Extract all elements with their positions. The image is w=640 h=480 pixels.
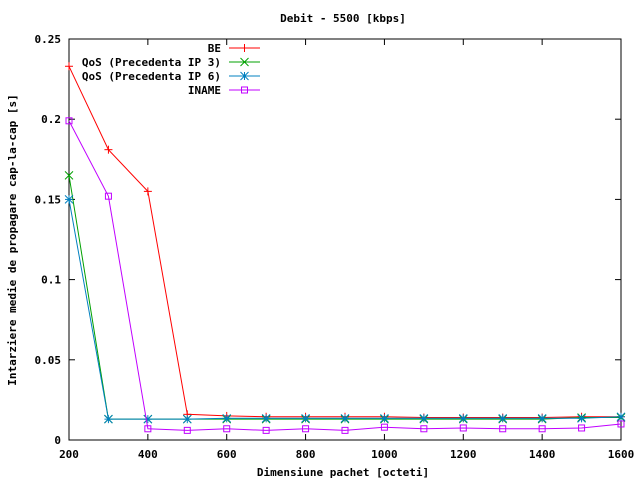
data-point-cross — [64, 170, 74, 180]
legend-label: BE — [208, 42, 221, 55]
series-0 — [65, 62, 625, 422]
y-tick-label: 0.15 — [35, 193, 62, 206]
y-tick-label: 0.1 — [41, 274, 61, 287]
data-point-cross — [240, 57, 249, 67]
data-point-star — [616, 412, 626, 422]
data-point-square — [183, 426, 191, 434]
legend-item: QoS (Precedenta IP 3) — [82, 56, 260, 69]
x-tick-label: 1400 — [529, 448, 556, 461]
legend-label: QoS (Precedenta IP 3) — [82, 56, 221, 69]
data-point-square — [341, 426, 349, 434]
data-point-plus — [65, 62, 73, 71]
series-line — [68, 120, 622, 431]
data-point-plus — [240, 44, 249, 52]
plot-frame — [68, 38, 622, 441]
series-3 — [65, 117, 625, 434]
series-1 — [64, 170, 626, 424]
y-tick-label: 0.2 — [41, 113, 61, 126]
data-point-square — [262, 426, 270, 434]
data-point-square — [65, 117, 73, 125]
data-point-star — [380, 413, 389, 423]
x-axis-label: Dimensiune pachet [octeti] — [257, 466, 429, 479]
data-point-square — [144, 425, 152, 433]
series-2 — [64, 195, 626, 424]
legend-label: INAME — [188, 84, 221, 97]
data-point-plus — [143, 187, 152, 196]
data-point-square — [578, 424, 586, 432]
data-point-plus — [104, 145, 113, 154]
data-point-star — [537, 413, 547, 423]
data-point-square — [104, 192, 112, 200]
data-point-square — [538, 425, 546, 433]
data-point-star — [498, 413, 508, 423]
data-point-star — [458, 413, 468, 423]
legend-item: BE — [208, 42, 260, 55]
legend-item: QoS (Precedenta IP 6) — [82, 70, 260, 83]
legend-label: QoS (Precedenta IP 6) — [82, 70, 221, 83]
data-point-square — [302, 425, 310, 433]
data-point-star — [419, 413, 429, 423]
x-tick-label: 200 — [59, 448, 79, 461]
data-point-star — [340, 413, 350, 423]
data-point-star — [64, 195, 74, 204]
y-axis: 0 0.05 0.1 0.15 0.2 0.25 — [35, 33, 621, 447]
data-point-star — [104, 414, 113, 424]
data-point-star — [240, 71, 249, 81]
y-tick-label: 0.05 — [35, 354, 62, 367]
chart-title: Debit - 5500 [kbps] — [280, 12, 406, 25]
series-line — [68, 66, 621, 418]
data-point-square — [617, 420, 625, 428]
x-axis: 200 400 600 800 1000 1200 1400 1600 — [59, 39, 634, 461]
data-point-star — [222, 413, 232, 423]
data-point-star — [143, 414, 153, 424]
data-point-star — [301, 413, 310, 423]
data-point-square — [241, 86, 248, 94]
y-axis-label: Intarziere medie de propagare cap-la-cap… — [6, 94, 19, 385]
data-point-square — [499, 425, 507, 433]
y-tick-label: 0.25 — [35, 33, 62, 46]
x-tick-label: 1600 — [608, 448, 635, 461]
data-point-square — [380, 423, 388, 431]
x-tick-label: 400 — [138, 448, 158, 461]
series-layer — [64, 62, 626, 434]
data-point-star — [182, 414, 192, 424]
y-tick-label: 0 — [54, 434, 61, 447]
x-tick-label: 1000 — [371, 448, 398, 461]
x-tick-label: 1200 — [450, 448, 477, 461]
data-point-square — [459, 424, 467, 432]
x-tick-label: 800 — [296, 448, 316, 461]
x-tick-label: 600 — [217, 448, 237, 461]
legend-item: INAME — [188, 84, 260, 97]
data-point-star — [577, 413, 586, 423]
data-point-star — [261, 413, 271, 423]
series-line — [68, 199, 622, 420]
data-point-square — [420, 425, 428, 433]
data-point-square — [223, 425, 231, 433]
